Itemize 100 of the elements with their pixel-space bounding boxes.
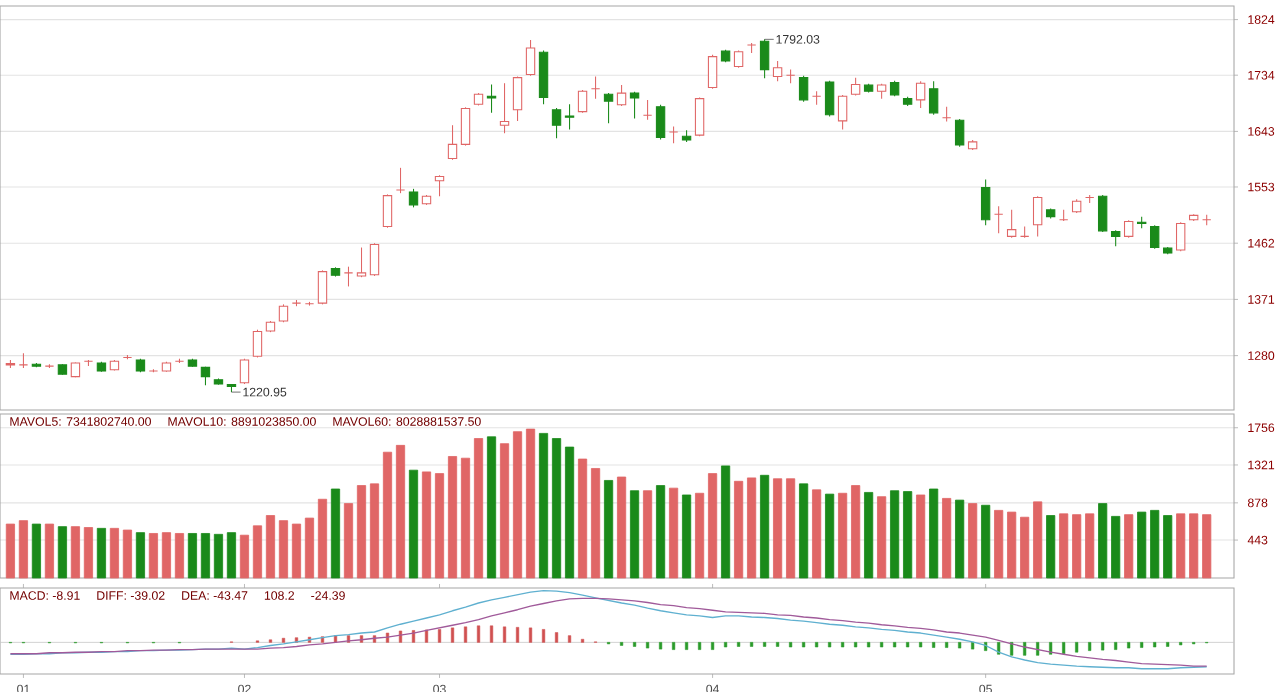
bar — [929, 488, 939, 579]
bar — [877, 496, 887, 579]
bar — [630, 490, 640, 579]
bar — [1007, 511, 1017, 579]
candlestick — [824, 80, 835, 118]
bar — [447, 456, 458, 579]
bar — [1098, 503, 1108, 579]
candlestick — [382, 193, 393, 229]
candlestick — [447, 124, 458, 161]
candlestick — [772, 60, 783, 82]
candlestick — [1175, 221, 1186, 252]
bar — [486, 436, 497, 579]
candlestick — [395, 167, 406, 194]
bar — [460, 457, 471, 579]
bar — [1072, 514, 1082, 579]
bar — [187, 533, 198, 579]
bar — [812, 489, 822, 579]
bar — [1111, 515, 1121, 579]
bar — [590, 468, 601, 579]
bar — [708, 473, 718, 579]
bar — [161, 532, 172, 579]
candlestick — [837, 94, 848, 131]
bar — [1124, 514, 1134, 579]
bar — [564, 446, 575, 579]
bar — [994, 509, 1004, 579]
candlestick — [798, 75, 809, 103]
bar — [239, 534, 250, 579]
bar — [903, 491, 913, 579]
bar — [512, 431, 523, 579]
bar — [356, 485, 367, 579]
candlestick — [694, 96, 705, 137]
bar — [226, 532, 237, 579]
bar — [382, 451, 393, 579]
candlestick — [954, 118, 965, 148]
bar — [1137, 511, 1147, 579]
bar — [408, 469, 419, 579]
bar — [395, 444, 406, 579]
candlestick — [707, 54, 718, 90]
bar — [304, 517, 315, 579]
candlestick — [239, 358, 250, 385]
bar — [1033, 501, 1043, 579]
candlestick — [343, 266, 354, 287]
candlestick — [369, 242, 380, 277]
bar — [291, 523, 302, 579]
candlestick — [317, 269, 328, 305]
bar — [330, 488, 341, 579]
bar — [252, 525, 263, 579]
bar — [18, 520, 28, 579]
candlestick — [655, 104, 666, 140]
bar — [200, 533, 211, 579]
bar — [122, 529, 133, 579]
candlestick — [1097, 194, 1108, 233]
candlestick — [629, 91, 640, 119]
candlestick — [460, 106, 471, 147]
bar — [31, 523, 41, 579]
bar — [1085, 513, 1095, 579]
bar — [343, 503, 354, 579]
bar — [968, 503, 978, 579]
bar — [825, 493, 835, 579]
bar — [617, 476, 627, 579]
candlestick — [980, 179, 991, 226]
candlestick — [434, 174, 445, 197]
candlestick — [616, 84, 627, 107]
bar — [525, 428, 536, 579]
bar — [799, 483, 809, 579]
bar — [473, 438, 484, 579]
bar — [604, 480, 614, 579]
bar — [265, 515, 276, 579]
candlestick — [1006, 209, 1017, 239]
bar — [1163, 515, 1173, 579]
candlestick — [356, 246, 367, 278]
bar — [96, 527, 107, 579]
candlestick — [577, 89, 588, 114]
bar — [109, 527, 120, 579]
candlestick — [928, 80, 939, 116]
bar — [174, 533, 185, 579]
candlestick — [499, 82, 510, 134]
candlestick — [564, 103, 575, 131]
bar — [538, 432, 549, 579]
bar — [5, 523, 15, 579]
bar — [44, 523, 54, 579]
bar — [942, 498, 952, 579]
bar — [864, 492, 874, 579]
bar — [760, 474, 770, 579]
bar — [669, 487, 679, 579]
bar — [148, 533, 159, 579]
bar — [721, 465, 731, 579]
bar — [890, 490, 900, 579]
bar — [747, 477, 757, 579]
bar — [278, 520, 289, 579]
bar — [1020, 516, 1030, 579]
candlestick — [1149, 224, 1160, 250]
candlestick — [603, 92, 614, 124]
bar — [773, 478, 783, 579]
candlestick — [1032, 195, 1043, 237]
bar — [1176, 513, 1186, 579]
bar — [57, 526, 67, 579]
bar — [656, 485, 666, 579]
candlestick — [551, 107, 562, 139]
bar — [578, 458, 588, 579]
